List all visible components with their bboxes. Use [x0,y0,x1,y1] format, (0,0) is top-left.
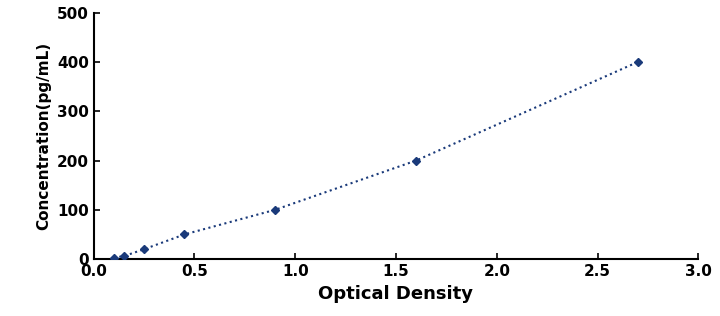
X-axis label: Optical Density: Optical Density [318,284,474,302]
Y-axis label: Concentration(pg/mL): Concentration(pg/mL) [36,42,51,230]
